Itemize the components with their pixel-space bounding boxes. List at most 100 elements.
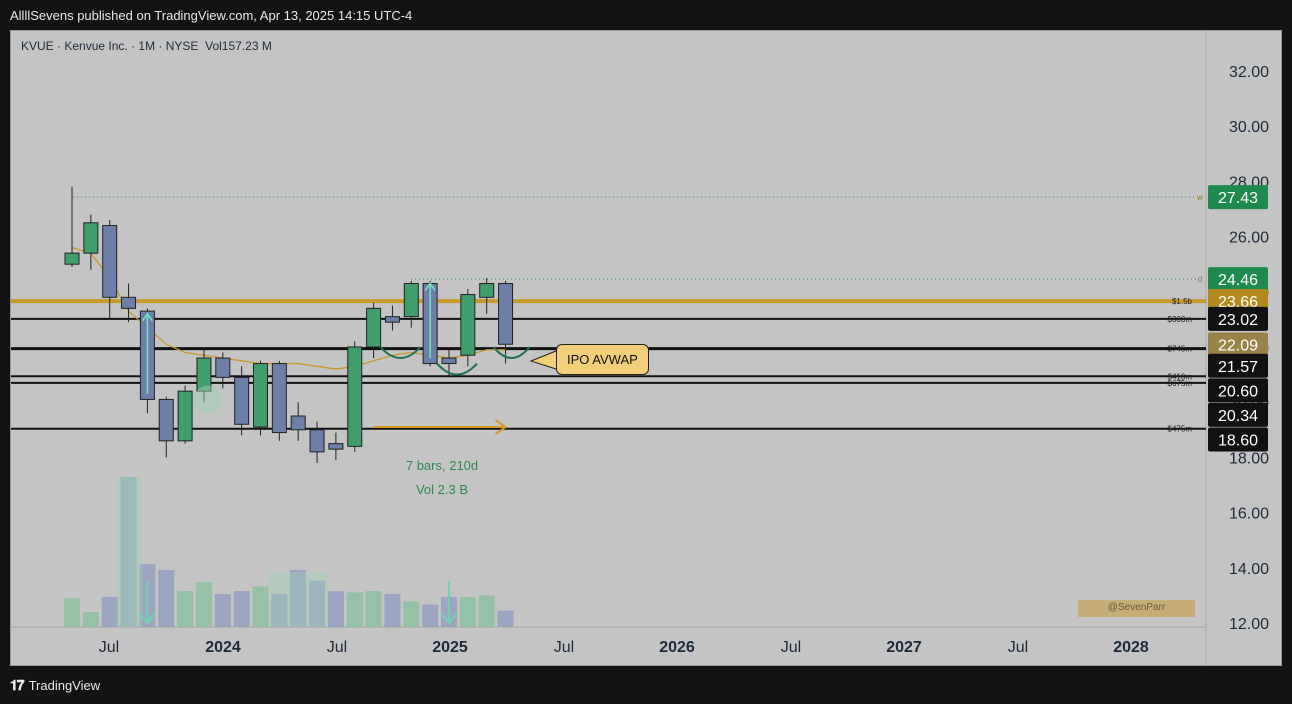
time-tick-label: 2025 xyxy=(432,639,468,656)
volume-bar xyxy=(365,591,382,627)
legend-vol-label: Vol xyxy=(205,39,222,53)
price-badge xyxy=(1208,353,1268,378)
candle-body[interactable] xyxy=(102,225,118,298)
candle-body[interactable] xyxy=(177,390,193,442)
price-tick-label: 32.00 xyxy=(1229,64,1269,81)
volume-bar xyxy=(346,592,363,627)
candle-body[interactable] xyxy=(234,376,250,425)
volume-bar xyxy=(459,597,476,627)
price-badge xyxy=(1208,267,1268,292)
chart-canvas[interactable]: $1.5b $380m $745m $410m$675m $475m w d 12.00 14.… xyxy=(11,31,1282,666)
range-vol-note: Vol 2.3 B xyxy=(415,482,469,497)
price-tick-label: 18.00 xyxy=(1229,450,1269,467)
price-tick-label: 30.00 xyxy=(1229,119,1269,136)
price-badge-label: 27.43 xyxy=(1218,190,1258,207)
dotted-level-marker: w xyxy=(1196,193,1203,202)
candle-body[interactable] xyxy=(479,283,495,298)
cup-curve xyxy=(492,346,531,359)
top-bar: AllllSevens published on TradingView.com… xyxy=(0,0,1292,30)
callout-pointer xyxy=(529,350,557,370)
level-label: $675m xyxy=(1168,379,1193,388)
legend-vol-value: 157.23 M xyxy=(221,39,272,53)
tradingview-brand: TradingView xyxy=(28,678,101,693)
candle-body[interactable] xyxy=(384,316,400,323)
tradingview-logo[interactable]: 𝟏𝟕 TradingView xyxy=(10,677,100,694)
volume-bar xyxy=(497,610,514,627)
candle-body[interactable] xyxy=(64,252,80,265)
level-label: $745m xyxy=(1168,345,1193,354)
candle-body[interactable] xyxy=(366,307,382,348)
range-bars-note: 7 bars, 210d xyxy=(405,458,479,473)
time-tick-label: Jul xyxy=(327,639,347,656)
candle-body[interactable] xyxy=(121,296,137,309)
candle-body[interactable] xyxy=(460,294,476,356)
candle-body[interactable] xyxy=(403,283,419,318)
volume-bar xyxy=(233,591,250,627)
candle-body[interactable] xyxy=(309,429,325,453)
volume-bar xyxy=(271,594,288,627)
time-tick-label: Jul xyxy=(781,639,801,656)
up-arrow-icon xyxy=(424,282,436,359)
candle-body[interactable] xyxy=(83,222,99,254)
candle-body[interactable] xyxy=(441,357,457,365)
level-label: $410m xyxy=(1168,372,1193,381)
volume-bar xyxy=(478,595,495,627)
price-badge-label: 23.02 xyxy=(1218,312,1258,329)
bottom-bar: 𝟏𝟕 TradingView xyxy=(0,668,1292,704)
publisher-line: AllllSevens published on TradingView.com… xyxy=(10,8,413,23)
up-arrow-icon xyxy=(141,312,154,394)
price-badge xyxy=(1208,306,1268,331)
price-badge-label: 18.60 xyxy=(1218,432,1258,449)
volume-bar xyxy=(309,580,326,627)
symbol-legend: KVUE · Kenvue Inc. · 1M · NYSE Vol157.23… xyxy=(21,39,272,53)
price-tick-label: 14.00 xyxy=(1229,561,1269,578)
volume-bar xyxy=(195,582,212,627)
volume-bar xyxy=(82,612,99,627)
volume-bar xyxy=(101,597,118,627)
candle-body[interactable] xyxy=(215,357,231,378)
avwap-callout[interactable]: IPO AVWAP xyxy=(556,344,649,375)
volume-bar xyxy=(327,591,344,627)
level-label: $475m xyxy=(1168,425,1193,434)
volume-bar xyxy=(214,594,231,627)
tradingview-logo-icon: 𝟏𝟕 xyxy=(10,677,25,693)
range-arrow xyxy=(373,419,508,435)
candle-body[interactable] xyxy=(271,363,287,434)
time-tick-label: 2026 xyxy=(659,639,695,656)
avwap-line[interactable] xyxy=(71,247,506,370)
legend-symbol: KVUE xyxy=(21,39,54,53)
candle-body[interactable] xyxy=(347,346,363,447)
price-badge xyxy=(1208,378,1268,403)
time-tick-label: Jul xyxy=(1008,639,1028,656)
price-badge xyxy=(1208,185,1268,210)
candle-body[interactable] xyxy=(158,398,174,442)
time-tick-label: 2027 xyxy=(886,639,922,656)
candle-body[interactable] xyxy=(253,363,268,428)
down-arrow-icon xyxy=(138,581,157,625)
volume-bar xyxy=(422,604,439,627)
volume-bar xyxy=(403,601,420,627)
cup-curve xyxy=(379,346,422,359)
cup-curve xyxy=(436,362,478,376)
candle-body[interactable] xyxy=(290,415,306,431)
volume-bar xyxy=(384,594,401,627)
time-tick-label: 2024 xyxy=(205,639,241,656)
level-label: $380m xyxy=(1168,315,1193,324)
volume-bar xyxy=(120,477,137,627)
price-badge xyxy=(1208,402,1268,427)
chart-frame[interactable]: $1.5b $380m $745m $410m $675m $475m w d 12.00 14.… xyxy=(10,30,1282,666)
highlight-circle xyxy=(194,385,222,414)
volume-bar xyxy=(290,570,307,627)
volume-bar xyxy=(64,598,80,627)
price-badge xyxy=(1208,427,1268,452)
price-badge-label: 20.60 xyxy=(1218,383,1258,400)
price-tick-label: 16.00 xyxy=(1229,506,1269,523)
price-badge-label: 22.09 xyxy=(1218,338,1258,355)
price-tick-label: 12.00 xyxy=(1229,616,1269,633)
time-tick-label: Jul xyxy=(554,639,574,656)
candle-body[interactable] xyxy=(328,443,344,450)
candle-body[interactable] xyxy=(498,283,514,345)
dotted-level-marker: d xyxy=(1198,275,1202,284)
volume-bar xyxy=(252,586,269,627)
author-watermark: @SevenParr xyxy=(1078,600,1195,617)
